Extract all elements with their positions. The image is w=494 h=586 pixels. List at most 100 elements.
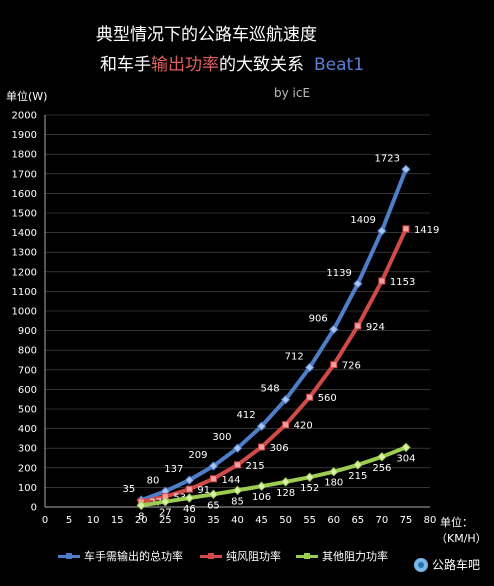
x-tick-label: 25 [159,515,172,526]
data-point-1 [402,225,410,233]
data-point-1 [282,421,290,429]
data-label-2: 106 [252,492,271,503]
y-tick-label: 600 [18,385,37,396]
data-label-2: 152 [300,483,319,494]
data-label-1: 91 [197,485,210,496]
data-point-1 [306,393,314,401]
data-label-0: 137 [164,464,183,475]
data-label-0: 209 [188,450,207,461]
data-point-1 [234,461,241,469]
x-tick-label: 80 [424,515,437,526]
legend-item-other: 其他阻力功率 [296,548,388,564]
brand-name: 公路车吧 [432,558,481,572]
data-point-2 [256,481,267,491]
legend-swatch-total [58,552,80,559]
data-label-2: 46 [183,504,196,515]
data-label-2: 304 [396,453,415,464]
brand-watermark: 公路车吧 [414,556,480,573]
y-tick-label: 100 [18,483,37,494]
x-tick-label: 55 [303,515,316,526]
data-point-0 [401,164,411,174]
y-tick-label: 1000 [12,307,37,318]
data-label-0: 412 [236,410,255,421]
data-label-0: 35 [123,484,136,495]
x-tick-label: 35 [207,515,220,526]
y-tick-label: 900 [18,326,37,337]
data-label-0: 80 [147,475,160,486]
data-point-2 [401,442,411,453]
data-label-2: 85 [231,496,244,507]
data-point-0 [208,461,219,471]
y-tick-label: 0 [31,503,37,514]
title-prefix: 和车手 [100,55,151,75]
data-point-1 [209,475,217,483]
data-point-1 [258,443,266,451]
data-label-1: 215 [246,461,265,472]
data-label-1: 726 [342,361,361,372]
data-label-0: 548 [261,384,280,395]
data-point-2 [136,500,146,511]
y-tick-label: 1700 [12,169,37,180]
x-axis-label-line2: （KM/H） [436,532,487,545]
data-label-1: 420 [294,421,313,432]
x-axis-label-line1: 单位： [440,516,473,529]
series-line-1 [140,228,408,504]
y-tick-label: 1500 [12,209,37,220]
x-tick-label: 30 [183,515,196,526]
data-point-0 [304,362,315,373]
x-tick-label: 5 [66,515,72,526]
data-label-0: 1723 [374,153,399,164]
data-label-0: 1139 [326,268,351,279]
data-point-1 [185,485,193,493]
data-label-1: 1153 [390,277,415,288]
data-point-0 [353,279,363,289]
chart-title-line2: 和车手输出功率的大致关系 Beat1 [100,50,364,75]
data-label-0: 906 [309,313,328,324]
series-line-0 [140,168,408,502]
y-tick-label: 1200 [12,267,37,278]
data-label-1: 924 [366,322,385,333]
x-tick-label: 15 [111,515,124,526]
y-tick-label: 1100 [12,287,37,298]
y-tick-label: 500 [18,405,37,416]
y-tick-label: 1400 [12,228,37,239]
data-label-1: 560 [318,393,337,404]
y-tick-label: 1900 [12,130,37,141]
data-point-2 [184,493,195,503]
paw-logo-icon [414,557,428,572]
data-label-1: 306 [270,443,289,454]
data-point-2 [377,452,387,462]
y-tick-label: 300 [18,444,37,455]
data-label-2: 215 [348,471,367,482]
data-point-2 [160,497,171,507]
x-tick-label: 70 [376,515,389,526]
data-point-2 [208,489,219,499]
data-point-2 [329,467,339,477]
data-label-2: 180 [324,478,343,489]
data-label-2: 256 [372,463,391,474]
legend-label-total: 车手需输出的总功率 [84,550,183,563]
title-tag: Beat1 [314,55,365,75]
data-label-0: 712 [285,351,304,362]
data-point-0 [329,324,339,335]
legend-label-wind: 纯风阻功率 [226,550,281,563]
x-tick-label: 0 [42,515,48,526]
byline: by icE [274,86,311,100]
data-point-0 [232,443,243,453]
y-tick-label: 800 [18,346,37,357]
y-tick-label: 1300 [12,248,37,259]
data-point-1 [378,277,386,285]
data-label-0: 1409 [350,215,375,226]
y-axis-label: 单位(W) [6,90,48,103]
data-point-2 [304,472,315,482]
y-tick-label: 700 [18,365,37,376]
x-tick-label: 40 [231,515,244,526]
x-tick-label: 50 [279,515,292,526]
legend-swatch-other [296,552,318,559]
data-point-0 [256,421,267,431]
x-tick-label: 20 [135,515,148,526]
y-tick-label: 1800 [12,150,37,161]
data-point-2 [353,460,363,470]
y-tick-label: 1600 [12,189,37,200]
